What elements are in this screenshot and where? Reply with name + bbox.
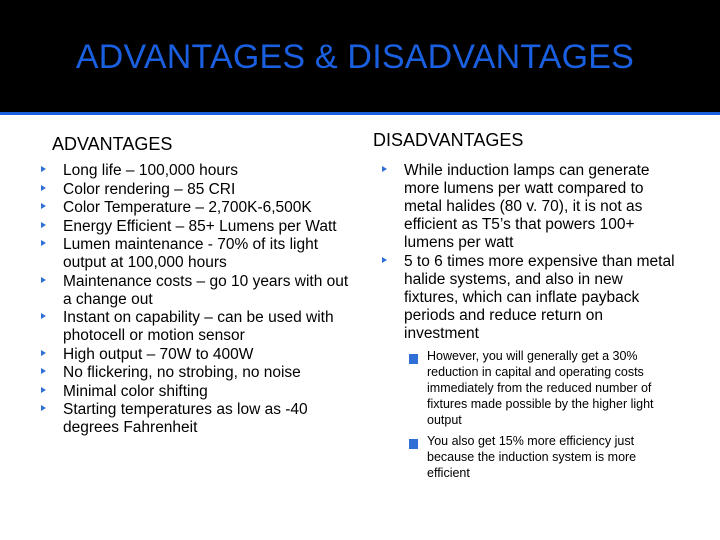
list-item-text: Color rendering – 85 CRI	[63, 180, 236, 198]
bullet-icon	[41, 386, 46, 393]
square-bullet-icon	[409, 438, 418, 449]
bullet-icon	[41, 184, 46, 191]
list-item-text: Minimal color shifting	[63, 382, 208, 400]
bullet-icon	[41, 203, 46, 209]
list-item-text: Lumen maintenance - 70% of its light out…	[63, 236, 319, 271]
list-item-text: No flickering, no strobing, no noise	[63, 364, 301, 381]
list-item-text: Starting temperatures as low as -40 degr…	[63, 401, 308, 436]
bullet-icon	[41, 221, 46, 228]
square-bullet-icon	[409, 353, 418, 364]
sub-list: However, you will generally get a 30% re…	[404, 348, 681, 481]
sub-list-item: You also get 15% more efficiency just be…	[404, 433, 681, 481]
bullet-icon	[41, 349, 46, 356]
title-divider	[0, 112, 720, 115]
list-item: 5 to 6 times more expensive than metal h…	[381, 253, 681, 481]
list-item-text: High output – 70W to 400W	[63, 345, 254, 363]
list-item-text: Long life – 100,000 hours	[63, 162, 238, 179]
list-item-text: 5 to 6 times more expensive than metal h…	[404, 252, 675, 342]
list-item: Color Temperature – 2,700K-6,500K	[40, 199, 355, 217]
list-item-text: Color Temperature – 2,700K-6,500K	[63, 199, 312, 216]
advantages-list: Long life – 100,000 hours Color renderin…	[40, 162, 355, 438]
bullet-icon	[41, 240, 46, 246]
sub-list-item-text: You also get 15% more efficiency just be…	[427, 433, 637, 480]
bullet-icon	[41, 166, 46, 172]
list-item-text: Instant on capability – can be used with…	[63, 309, 334, 344]
list-item: Maintenance costs – go 10 years with out…	[40, 273, 355, 309]
bullet-icon	[382, 166, 387, 172]
list-item: Energy Efficient – 85+ Lumens per Watt	[40, 218, 355, 236]
list-item: Starting temperatures as low as -40 degr…	[40, 401, 355, 437]
list-item-text: Maintenance costs – go 10 years with out…	[63, 272, 349, 308]
sub-list-item-text: However, you will generally get a 30% re…	[427, 348, 654, 427]
disadvantages-heading: DISADVANTAGES	[373, 130, 524, 150]
list-item: High output – 70W to 400W	[40, 346, 355, 364]
bullet-icon	[41, 368, 46, 374]
list-item: Lumen maintenance - 70% of its light out…	[40, 236, 355, 272]
title-bar: ADVANTAGES & DISADVANTAGES	[0, 0, 720, 112]
bullet-icon	[382, 256, 387, 263]
list-item: While induction lamps can generate more …	[381, 162, 681, 252]
sub-list-item: However, you will generally get a 30% re…	[404, 348, 681, 428]
disadvantages-list: While induction lamps can generate more …	[381, 162, 681, 486]
list-item: Color rendering – 85 CRI	[40, 181, 355, 199]
bullet-icon	[41, 276, 46, 283]
list-item: Long life – 100,000 hours	[40, 162, 355, 180]
list-item: No flickering, no strobing, no noise	[40, 364, 355, 382]
list-item-text: While induction lamps can generate more …	[404, 162, 650, 251]
slide-title: ADVANTAGES & DISADVANTAGES	[75, 38, 635, 76]
list-item: Instant on capability – can be used with…	[40, 309, 355, 345]
bullet-icon	[41, 313, 46, 319]
list-item: Minimal color shifting	[40, 383, 355, 401]
bullet-icon	[41, 405, 46, 411]
advantages-heading: ADVANTAGES	[52, 134, 173, 154]
list-item-text: Energy Efficient – 85+ Lumens per Watt	[63, 217, 337, 235]
